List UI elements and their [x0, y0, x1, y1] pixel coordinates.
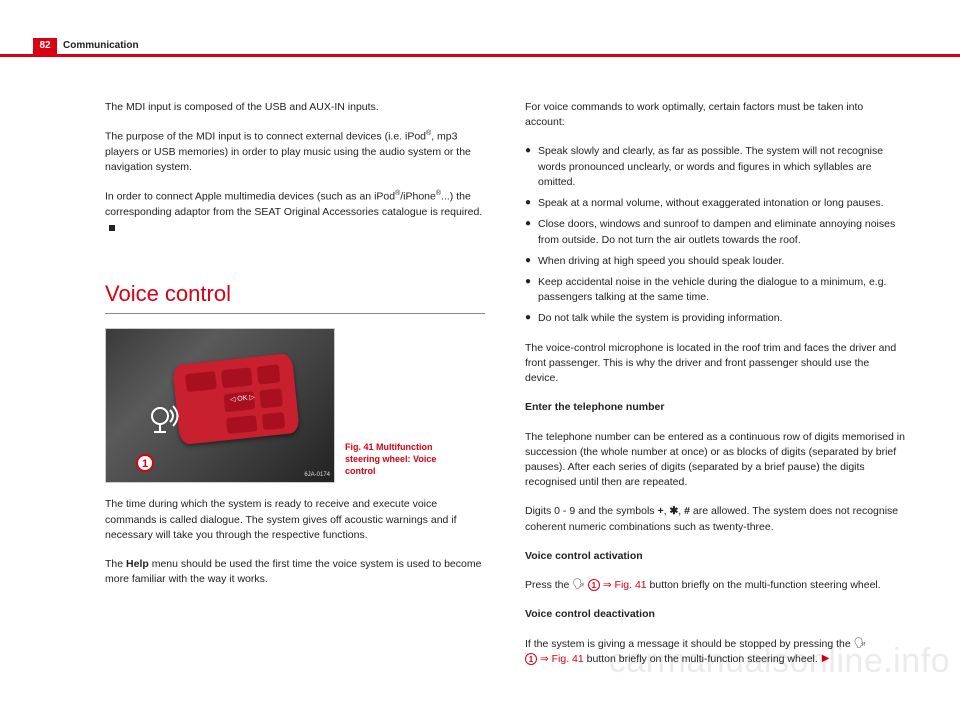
text: Digits 0 - 9 and the symbols	[525, 505, 657, 517]
header-red-bar	[0, 54, 960, 57]
inline-marker: 1	[588, 579, 600, 591]
subheading: Enter the telephone number	[525, 400, 905, 415]
bullet-text: When driving at high speed you should sp…	[538, 254, 784, 269]
caption-line: Fig. 41 Multifunction	[345, 442, 433, 452]
bullet-text: Do not talk while the system is providin…	[538, 311, 783, 326]
bullet-text: Keep accidental noise in the vehicle dur…	[538, 275, 905, 305]
bullet-item: ● Keep accidental noise in the vehicle du…	[525, 275, 905, 305]
section-heading: Voice control	[105, 278, 485, 310]
wheel-button	[259, 389, 283, 409]
text: Press the	[525, 579, 572, 591]
figure-image: ◁ OK ▷ 1 6JA-0174	[105, 328, 335, 483]
section-rule	[105, 313, 485, 314]
inline-marker: 1	[525, 653, 537, 665]
para: For voice commands to work optimally, ce…	[525, 100, 905, 130]
voice-icon	[146, 404, 180, 444]
caption-line: control	[345, 466, 376, 476]
bullet-icon: ●	[525, 254, 530, 269]
section-end-marker	[109, 225, 115, 231]
para: The Help menu should be used the first t…	[105, 557, 485, 587]
bullet-icon: ●	[525, 311, 530, 326]
text: The	[105, 558, 126, 570]
para: The time during which the system is read…	[105, 497, 485, 543]
content-columns: The MDI input is composed of the USB and…	[105, 100, 905, 681]
bullet-text: Speak slowly and clearly, as far as poss…	[538, 144, 905, 190]
wheel-button	[262, 413, 286, 431]
bullet-item: ● Do not talk while the system is providi…	[525, 311, 905, 326]
right-column: For voice commands to work optimally, ce…	[525, 100, 905, 681]
symbol: ✱	[669, 505, 678, 517]
page: 82 Communication The MDI input is compos…	[0, 0, 960, 701]
watermark: carmanualsonline.info	[609, 642, 950, 681]
para: The MDI input is composed of the USB and…	[105, 100, 485, 115]
figure-marker: 1	[136, 454, 154, 472]
figure-ref-link: ⇒ Fig. 41	[600, 579, 647, 591]
figure-wrap: ◁ OK ▷ 1 6JA-0174 Fig. 41 Multifunction …	[105, 328, 485, 483]
figure-code: 6JA-0174	[304, 471, 330, 480]
bullet-icon: ●	[525, 217, 530, 247]
bullet-item: ● When driving at high speed you should s…	[525, 254, 905, 269]
left-column: The MDI input is composed of the USB and…	[105, 100, 485, 681]
figure-ref-link: ⇒ Fig. 41	[537, 653, 584, 665]
para: Press the 🗣 1 ⇒ Fig. 41 button briefly o…	[525, 578, 905, 593]
bullet-item: ●Speak slowly and clearly, as far as pos…	[525, 144, 905, 190]
subheading: Voice control deactivation	[525, 607, 905, 622]
wheel-button	[226, 415, 258, 434]
caption-line: steering wheel: Voice	[345, 454, 436, 464]
bullet-text: Speak at a normal volume, without exagge…	[538, 196, 884, 211]
wheel-button	[185, 371, 217, 392]
voice-button-icon: 🗣	[572, 578, 585, 593]
para: The purpose of the MDI input is to conne…	[105, 129, 485, 175]
bullet-item: ● Speak at a normal volume, without exagg…	[525, 196, 905, 211]
wheel-button	[221, 368, 253, 389]
chapter-title: Communication	[63, 40, 139, 51]
bullet-text: Close doors, windows and sunroof to damp…	[538, 217, 905, 247]
para: The telephone number can be entered as a…	[525, 430, 905, 491]
bullet-icon: ●	[525, 275, 530, 305]
bullet-item: ● Close doors, windows and sunroof to dam…	[525, 217, 905, 247]
text: menu should be used the first time the v…	[105, 558, 481, 585]
bullet-icon: ●	[525, 144, 530, 190]
steering-wheel-panel: ◁ OK ▷	[172, 353, 300, 445]
para: In order to connect Apple multimedia dev…	[105, 189, 485, 235]
subheading: Voice control activation	[525, 549, 905, 564]
bullet-icon: ●	[525, 196, 530, 211]
figure-caption: Fig. 41 Multifunction steering wheel: Vo…	[345, 442, 465, 483]
para: Digits 0 - 9 and the symbols +, ✱, # are…	[525, 504, 905, 534]
text: button briefly on the multi-function ste…	[647, 579, 881, 591]
page-number: 82	[33, 38, 57, 54]
wheel-button	[257, 365, 281, 385]
bullet-list: ●Speak slowly and clearly, as far as pos…	[525, 144, 905, 326]
para: The voice-control microphone is located …	[525, 341, 905, 387]
bold-text: Help	[126, 558, 149, 570]
